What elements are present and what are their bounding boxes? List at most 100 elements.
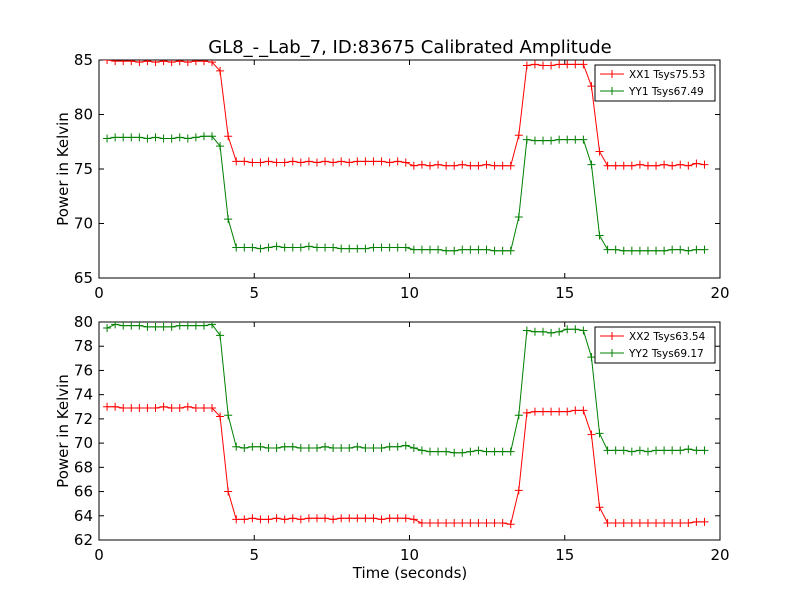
data-point-marker: [611, 446, 620, 455]
y-tick-label: 68: [74, 458, 93, 476]
data-point-marker: [216, 412, 225, 421]
data-point-marker: [127, 60, 136, 66]
data-point-marker: [159, 134, 168, 143]
x-tick-label: 0: [94, 546, 104, 564]
data-point-marker: [143, 60, 152, 66]
data-point-marker: [522, 326, 531, 335]
x-tick-label: 15: [555, 284, 574, 302]
y-tick-label: 62: [74, 531, 93, 549]
data-point-marker: [337, 244, 346, 253]
data-point-marker: [522, 61, 531, 70]
data-point-marker: [167, 322, 176, 331]
data-point-marker: [643, 447, 652, 456]
data-point-marker: [587, 353, 596, 362]
data-point-marker: [539, 61, 548, 70]
data-point-marker: [692, 159, 701, 168]
data-point-marker: [264, 443, 273, 452]
data-point-marker: [361, 443, 370, 452]
data-point-marker: [288, 157, 297, 166]
data-point-marker: [450, 161, 459, 170]
data-point-marker: [442, 161, 451, 170]
data-point-marker: [119, 60, 128, 66]
data-point-marker: [377, 515, 386, 524]
data-point-marker: [563, 60, 572, 69]
data-point-marker: [652, 161, 661, 170]
data-point-marker: [692, 446, 701, 455]
data-point-marker: [635, 246, 644, 255]
data-point-marker: [603, 446, 612, 455]
data-point-marker: [450, 448, 459, 457]
data-point-marker: [296, 243, 305, 252]
data-point-marker: [490, 246, 499, 255]
data-point-marker: [434, 519, 443, 528]
data-point-marker: [272, 158, 281, 167]
data-point-marker: [611, 519, 620, 528]
data-point-marker: [611, 245, 620, 254]
y-tick-label: 64: [74, 507, 93, 525]
data-point-marker: [434, 447, 443, 456]
data-point-marker: [692, 517, 701, 526]
data-point-marker: [183, 60, 192, 67]
data-point-marker: [571, 60, 580, 69]
data-point-marker: [232, 243, 241, 252]
data-point-marker: [135, 322, 144, 330]
data-point-marker: [555, 60, 564, 69]
data-point-marker: [547, 61, 556, 70]
x-tick-label: 15: [555, 546, 574, 564]
data-point-marker: [288, 243, 297, 252]
data-point-marker: [296, 515, 305, 524]
chart-title: GL8_-_Lab_7, ID:83675 Calibrated Amplitu…: [208, 37, 612, 58]
data-point-marker: [409, 161, 418, 170]
data-point-marker: [555, 135, 564, 144]
data-point-marker: [425, 245, 434, 254]
data-point-marker: [595, 429, 604, 438]
data-point-marker: [506, 161, 515, 170]
data-point-marker: [442, 519, 451, 528]
legend-marker: [608, 349, 616, 357]
data-point-marker: [498, 246, 507, 255]
legend-label: YY2 Tsys69.17: [628, 348, 704, 360]
x-tick-label: 0: [94, 284, 104, 302]
data-point-marker: [321, 514, 330, 523]
data-point-marker: [579, 406, 588, 415]
data-point-marker: [369, 243, 378, 252]
data-point-marker: [232, 515, 241, 524]
data-point-marker: [175, 403, 184, 412]
data-point-marker: [256, 515, 265, 524]
data-point-marker: [183, 402, 192, 411]
y-tick-label: 70: [74, 215, 93, 233]
data-point-marker: [191, 322, 200, 330]
data-point-marker: [571, 325, 580, 334]
data-point-marker: [248, 243, 257, 252]
y-axis-label: Power in Kelvin: [54, 374, 72, 488]
data-point-marker: [127, 133, 136, 142]
data-point-marker: [458, 160, 467, 169]
data-point-marker: [111, 402, 120, 411]
data-point-marker: [474, 519, 483, 528]
data-point-marker: [199, 132, 208, 141]
data-point-marker: [401, 514, 410, 523]
legend-box: [594, 64, 716, 102]
data-point-marker: [288, 514, 297, 523]
data-point-marker: [539, 327, 548, 336]
data-point-marker: [676, 519, 685, 528]
data-point-marker: [321, 243, 330, 252]
data-point-marker: [119, 133, 128, 142]
data-point-marker: [119, 322, 128, 330]
data-point-marker: [183, 322, 192, 330]
data-point-marker: [555, 327, 564, 336]
data-point-marker: [611, 161, 620, 170]
data-point-marker: [329, 243, 338, 252]
data-point-marker: [635, 519, 644, 528]
data-point-marker: [425, 447, 434, 456]
data-point-marker: [280, 158, 289, 167]
data-point-marker: [361, 514, 370, 523]
data-point-marker: [296, 443, 305, 452]
data-point-marker: [627, 519, 636, 528]
data-point-marker: [280, 442, 289, 451]
data-point-marker: [151, 60, 160, 67]
data-point-marker: [643, 161, 652, 170]
data-point-marker: [635, 446, 644, 455]
data-point-marker: [385, 514, 394, 523]
